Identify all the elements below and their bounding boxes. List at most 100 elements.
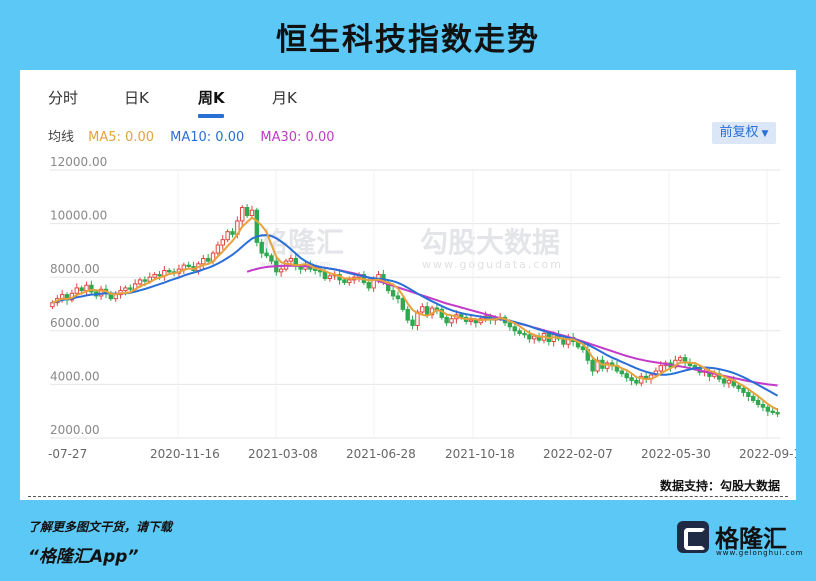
chart-card: 分时 日K 周K 月K 均线 MA5: 0.00 MA10: 0.00 MA30… [20, 70, 796, 500]
ma30-legend: MA30: 0.00 [260, 130, 335, 145]
tab-intraday[interactable]: 分时 [48, 89, 79, 107]
candle-body [123, 287, 128, 292]
download-hint: 了解更多图文干货，请下载 [28, 520, 173, 534]
tab-daily-k[interactable]: 日K [124, 89, 149, 107]
candle-body [634, 379, 639, 384]
caret-down-icon: ▼ [761, 129, 769, 139]
candle-body [678, 357, 683, 361]
y-tick-label: 4000.00 [50, 369, 100, 383]
x-tick-label: 2022-05-30 [641, 447, 711, 461]
candle-body [278, 268, 284, 273]
price-adjust-dropdown[interactable]: 前复权 ▼ [712, 122, 776, 144]
ma5-legend: MA5: 0.00 [88, 130, 154, 145]
candle-body [240, 207, 245, 222]
y-tick-label: 12000.00 [50, 155, 107, 169]
candle-body [181, 264, 187, 270]
x-tick-label: 2020-11-16 [150, 447, 220, 461]
brand-logo: 格隆汇 www.gelonghui.com [677, 519, 803, 559]
x-tick-label: -07-27 [48, 447, 87, 461]
candle-body [741, 387, 746, 393]
candle-body [225, 231, 230, 241]
candle-body [517, 330, 522, 334]
candle-body [327, 275, 333, 280]
candle-body [629, 377, 634, 381]
candle-body [580, 346, 586, 351]
candle-body [317, 270, 323, 273]
candle-body [215, 244, 221, 254]
tab-monthly-k[interactable]: 月K [272, 89, 297, 107]
x-tick-label: 2021-03-08 [248, 447, 318, 461]
candle-body [342, 279, 347, 284]
candle-body [152, 274, 157, 278]
candle-body [751, 395, 756, 401]
watermark-brand: 格隆汇 [260, 226, 344, 259]
app-name: “格隆汇App” [28, 547, 139, 567]
y-tick-label: 6000.00 [50, 316, 100, 330]
candle-body [79, 287, 84, 292]
candle-body [639, 375, 644, 384]
candle-body [468, 319, 474, 322]
candle-body [254, 209, 260, 243]
candle-body [313, 268, 318, 272]
active-tab-indicator [198, 114, 224, 118]
candle-body [619, 370, 625, 375]
footer-divider [28, 496, 788, 497]
candle-body [434, 307, 440, 310]
ma5-line [52, 216, 779, 411]
candle-body [186, 264, 191, 267]
y-tick-label: 10000.00 [50, 209, 107, 223]
candlestick-chart: 格隆汇www.gelonghui.com勾股大数据www.gogudata.co… [48, 155, 796, 461]
candle-body [142, 279, 148, 282]
candle-body [507, 322, 513, 328]
x-tick-label: 2022-02-07 [543, 447, 613, 461]
candle-body [405, 308, 410, 321]
candle-body [157, 274, 162, 277]
watermark-data: 勾股大数据 [420, 226, 560, 259]
candle-body [424, 306, 430, 316]
ma10-line [52, 234, 779, 397]
logo-brand: 格隆汇 [715, 525, 787, 553]
candle-body [522, 332, 527, 336]
x-tick-label: 2021-06-28 [346, 447, 416, 461]
candle-body [264, 252, 269, 257]
candle-body [74, 287, 79, 294]
logo-domain: www.gelonghui.com [716, 549, 804, 557]
candle-body [755, 399, 761, 406]
candle-body [400, 298, 406, 310]
x-tick-label: 2021-10-18 [445, 447, 515, 461]
candle-body [322, 271, 328, 280]
candle-body [230, 231, 235, 235]
candle-body [624, 373, 629, 379]
candle-body [527, 334, 532, 340]
candle-body [721, 378, 727, 384]
ma-legend-label: 均线 [48, 130, 75, 145]
candle-body [205, 257, 211, 262]
candle-body [128, 287, 133, 290]
candle-body [259, 241, 264, 254]
y-tick-label: 8000.00 [50, 262, 100, 276]
x-tick-label: 2022-09-19 [739, 447, 796, 461]
page-title: 恒生科技指数走势 [276, 22, 540, 58]
candle-body [760, 404, 766, 408]
candle-body [366, 282, 371, 289]
ma-legend: 均线 MA5: 0.00 MA10: 0.00 MA30: 0.00 [48, 126, 345, 145]
watermark-data-domain: www.gogudata.com [422, 258, 563, 271]
candle-body [137, 279, 143, 285]
candle-body [726, 379, 732, 384]
candle-body [770, 410, 775, 414]
candle-body [249, 209, 255, 217]
data-support-note: 数据支持：勾股大数据 [659, 479, 780, 493]
candle-body [220, 239, 225, 246]
y-tick-label: 2000.00 [50, 423, 100, 437]
tab-weekly-k[interactable]: 周K [198, 89, 225, 107]
candle-body [201, 257, 206, 265]
candle-body [444, 316, 449, 324]
candle-body [395, 295, 401, 300]
candle-body [347, 279, 352, 284]
candle-body [512, 326, 517, 332]
candle-body [736, 385, 741, 389]
candle-body [532, 335, 537, 340]
candle-body [590, 359, 595, 372]
candle-body [84, 284, 89, 292]
candle-body [244, 207, 250, 217]
